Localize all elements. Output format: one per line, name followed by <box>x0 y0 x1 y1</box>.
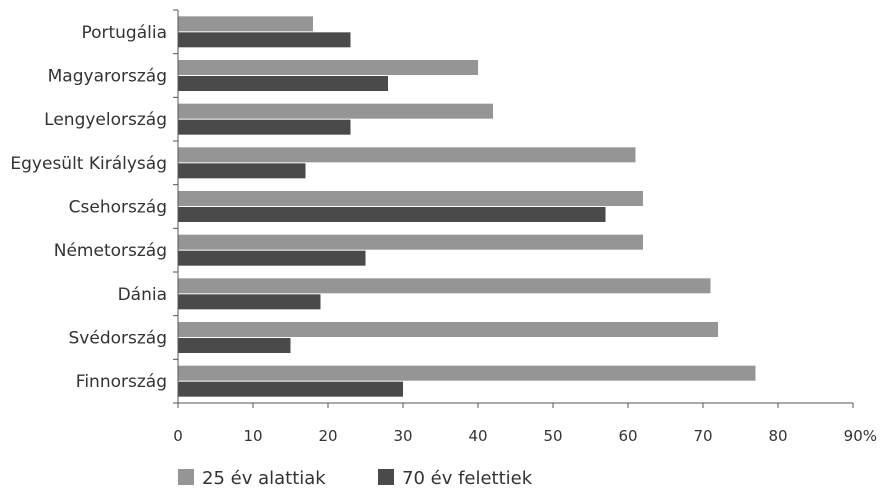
category-label: Csehország <box>69 198 167 218</box>
category-labels: Portugália Magyarország Lengyelország Egyes… <box>10 23 167 392</box>
legend-label: 70 év felettiek <box>402 468 533 489</box>
x-tick-label: 80 <box>768 427 787 445</box>
bar-under25-5 <box>178 234 643 250</box>
category-label: Portugália <box>81 23 167 43</box>
x-tick-label: 10 <box>243 427 262 445</box>
category-label: Finnország <box>76 372 167 392</box>
bar-over70-6 <box>178 294 321 310</box>
x-tick-label: 30 <box>393 427 412 445</box>
bar-under25-1 <box>178 60 478 75</box>
category-label: Magyarország <box>48 67 167 87</box>
category-label: Lengyelország <box>44 110 167 130</box>
category-label: Dánia <box>118 285 167 305</box>
x-tick-label: 0 <box>173 427 183 445</box>
x-tick-label: 50 <box>543 427 562 445</box>
bar-under25-2 <box>178 103 493 119</box>
x-tick-label: 60 <box>618 427 637 445</box>
x-tick-label: 90% <box>844 427 877 445</box>
axes-group <box>173 9 854 408</box>
category-label: Egyesült Királyság <box>10 154 167 174</box>
bar-under25-4 <box>178 191 643 206</box>
legend: 25 év alattiak 70 év felettiek <box>178 468 533 489</box>
bar-under25-3 <box>178 147 636 163</box>
bar-over70-0 <box>178 32 351 48</box>
bar-over70-2 <box>178 119 351 135</box>
legend-swatch <box>178 469 194 485</box>
category-label: Németország <box>54 241 167 261</box>
bars-group <box>178 16 756 397</box>
category-label: Svédország <box>69 329 167 349</box>
bar-over70-4 <box>178 207 606 222</box>
tick-labels: 0 10 20 30 40 50 60 70 80 90% <box>173 427 877 445</box>
legend-swatch <box>378 469 394 485</box>
bar-under25-8 <box>178 365 756 381</box>
legend-label: 25 év alattiak <box>202 468 326 489</box>
bar-over70-1 <box>178 76 388 91</box>
bar-under25-7 <box>178 322 718 337</box>
bar-under25-0 <box>178 16 313 32</box>
bar-over70-8 <box>178 381 403 397</box>
bar-under25-6 <box>178 278 711 294</box>
bar-over70-3 <box>178 163 306 179</box>
bar-over70-7 <box>178 338 291 353</box>
bar-over70-5 <box>178 250 366 266</box>
x-tick-label: 20 <box>318 427 337 445</box>
x-tick-label: 70 <box>693 427 712 445</box>
x-tick-label: 40 <box>468 427 487 445</box>
